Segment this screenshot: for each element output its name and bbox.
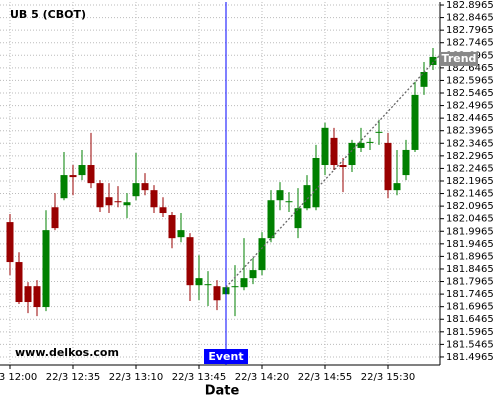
y-tick-label: 182.6465 [446,63,494,74]
candle-body [159,207,167,214]
candle-body [132,183,140,197]
x-tick-label: 22/3 13:45 [172,372,226,383]
y-tick-label: 181.5465 [446,339,494,350]
candle-body [33,286,41,308]
x-tick-label: 22/3 14:20 [235,372,289,383]
candle-body [15,262,23,303]
candle-body [42,230,50,308]
y-tick-label: 181.9465 [446,239,494,250]
candle-body [60,175,68,199]
y-tick-label: 182.7965 [446,25,494,36]
candle-body [339,165,347,168]
plot [6,48,437,317]
y-tick-label: 182.2465 [446,163,494,174]
y-tick-label: 182.8465 [446,13,494,24]
candle-body [312,157,320,208]
watermark: www.delkos.com [15,346,119,359]
candle-body [51,207,59,229]
y-tick-label: 181.7965 [446,277,494,288]
trend-badge [440,51,478,66]
x-axis-title: Date [205,384,240,399]
grid [0,2,440,365]
y-tick-label: 181.6965 [446,302,494,313]
candle-body [114,201,122,203]
y-tick-label: 182.3965 [446,126,494,137]
candle-body [177,230,185,238]
candle-body [393,183,401,191]
candle-body [276,190,284,201]
candle-body [303,185,311,209]
y-tick-label: 182.5465 [446,88,494,99]
candle-body [240,278,248,288]
candle-body [96,183,104,208]
candle-body [348,142,356,166]
y-tick-label: 181.8965 [446,251,494,262]
candle-body [285,201,293,203]
candle-body [87,165,95,184]
y-tick-label: 181.4965 [446,352,494,363]
event-badge [204,349,248,364]
candle-body [168,215,176,239]
candle-body [105,197,113,206]
y-tick-label: 182.2965 [446,151,494,162]
y-tick-label: 182.1965 [446,176,494,187]
candle-body [231,286,239,288]
candle-body [150,190,158,208]
candle-body [24,286,32,303]
candle-body [375,131,383,133]
y-tick-label: 182.1465 [446,189,494,200]
y-tick-label: 182.3465 [446,138,494,149]
candle-body [411,94,419,150]
candle-body [78,165,86,176]
candle-body [213,286,221,301]
candle-body [141,183,149,191]
candle-body [6,222,14,263]
x-tick-label: 22/3 15:30 [361,372,415,383]
y-tick-label: 182.8965 [446,0,494,11]
chart-title: UB 5 (CBOT) [10,8,86,21]
candle-body [195,278,203,286]
y-tick-label: 181.6465 [446,314,494,325]
candle-body [357,142,365,148]
candle-body [69,175,77,178]
candle-body [267,200,275,239]
trend-label: Trend [442,52,477,65]
candle-body [204,284,212,286]
candle-body [420,72,428,87]
y-tick-label: 182.5965 [446,75,494,86]
y-tick-label: 181.9965 [446,226,494,237]
candle-body [330,137,338,166]
candle-body [123,202,131,206]
x-tick-label: 22/3 13:10 [109,372,163,383]
candle-body [258,238,266,271]
x-tick-label: 22/3 14:55 [298,372,352,383]
candle-body [321,127,329,166]
candle-body [186,237,194,286]
trend-line [225,54,441,288]
x-tick-label: 22/3 12:35 [46,372,100,383]
y-tick-label: 182.4465 [446,113,494,124]
y-tick-label: 182.0965 [446,201,494,212]
candle-body [384,142,392,191]
y-tick-label: 182.4965 [446,101,494,112]
candle-body [429,56,437,65]
candle-body [249,270,257,279]
candle-body [402,149,410,176]
y-tick-label: 182.7465 [446,38,494,49]
x-tick-label: 22/3 12:00 [0,372,37,383]
y-tick-label: 181.8465 [446,264,494,275]
candle-body [366,141,374,143]
y-tick-label: 181.7465 [446,289,494,300]
y-tick-label: 182.0465 [446,214,494,225]
candle-body [294,208,302,229]
event-label: Event [208,350,243,363]
y-tick-label: 181.5965 [446,327,494,338]
